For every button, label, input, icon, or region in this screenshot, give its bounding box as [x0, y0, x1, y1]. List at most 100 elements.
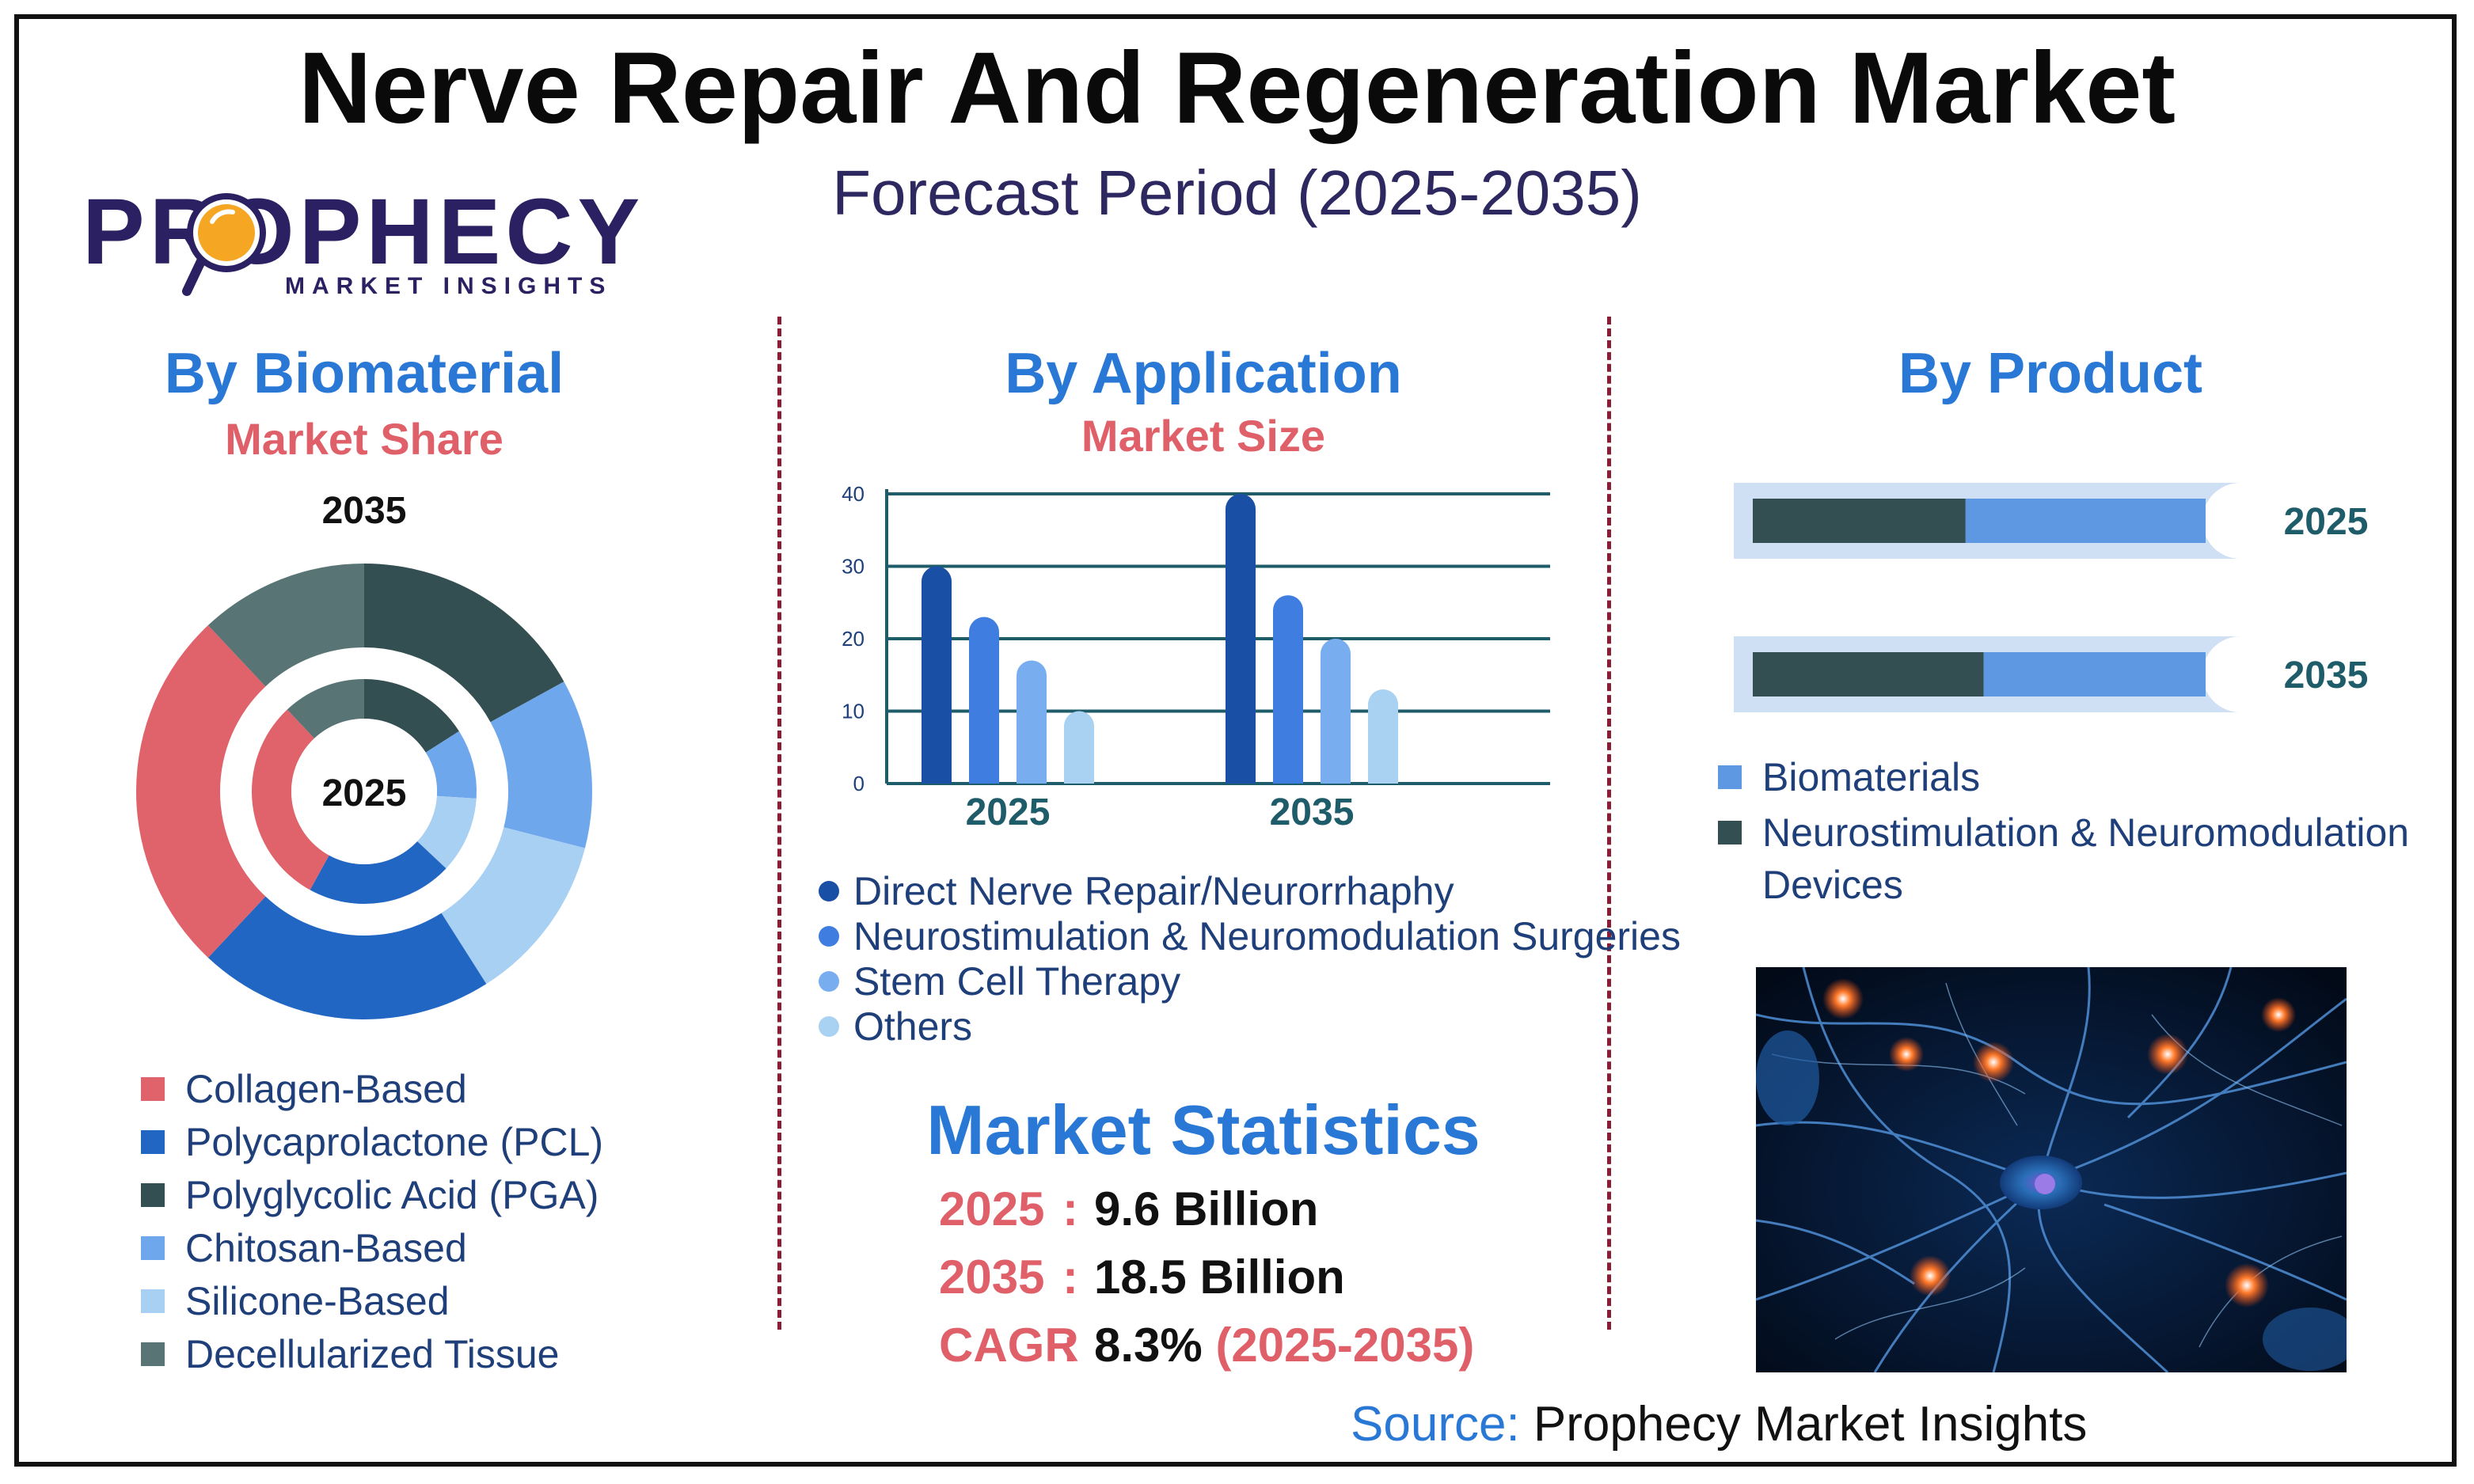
donut-slice-2035	[207, 896, 487, 1019]
legend-label: Decellularized Tissue	[185, 1332, 560, 1376]
page-title: Nerve Repair And Regeneration Market	[298, 32, 2176, 145]
product-legend-item: Neurostimulation & Neuromodulation	[1718, 809, 2409, 856]
section-divider-left	[777, 317, 781, 1330]
legend-dot	[819, 1016, 839, 1037]
stat-row-2035: 2035:18.5 Billion	[939, 1249, 1345, 1306]
donut-slice-2035	[490, 681, 592, 848]
biomaterial-legend-item: Silicone-Based	[141, 1277, 450, 1325]
bar-2025-series-2	[969, 617, 999, 784]
bar-2025-series-4	[1064, 711, 1094, 784]
legend-label: Chitosan-Based	[185, 1226, 467, 1270]
legend-label: Polyglycolic Acid (PGA)	[185, 1173, 599, 1217]
legend-label: Direct Nerve Repair/Neurorrhaphy	[853, 869, 1454, 913]
stat-colon: :	[1062, 1182, 1078, 1235]
biomaterial-title: By Biomaterial	[164, 342, 564, 405]
bar-segment-biomaterials-2035	[1983, 652, 2206, 696]
y-tick-label: 0	[853, 772, 865, 795]
application-legend-item: Direct Nerve Repair/Neurorrhaphy	[819, 867, 1454, 915]
neuron-network-image	[1756, 967, 2347, 1372]
application-bar-chart: 0 10 20 30 40 2025 2035	[842, 482, 1550, 833]
x-category-label: 2025	[966, 791, 1051, 833]
bar-year-label: 2025	[2284, 501, 2369, 543]
donut-center	[291, 719, 437, 864]
section-divider-right	[1607, 317, 1611, 1330]
legend-label: Others	[853, 1004, 973, 1049]
legend-swatch	[141, 1289, 165, 1313]
stat-value: 8.3%	[1094, 1319, 1203, 1372]
market-statistics-title: Market Statistics	[926, 1091, 1480, 1169]
bar-2035-series-3	[1321, 639, 1351, 784]
page-subtitle: Forecast Period (2025-2035)	[832, 158, 1642, 228]
chart-bars	[922, 494, 1398, 784]
donut-slice-2025	[425, 731, 477, 799]
stat-row-cagr: CAGR: 8.3% (2025-2035)	[939, 1317, 1474, 1374]
legend-swatch	[141, 1183, 165, 1207]
donut-inner-year-label: 2025	[322, 772, 407, 814]
y-tick-label: 10	[842, 700, 865, 723]
stat-key: 2025	[939, 1182, 1045, 1235]
legend-label: Neurostimulation & Neuromodulation Surge…	[853, 914, 1681, 958]
infographic-frame	[14, 14, 2457, 1467]
donut-slice-2035	[136, 625, 266, 958]
donut-slice-2025	[364, 679, 459, 753]
legend-label: Collagen-Based	[185, 1067, 467, 1111]
application-legend-item: Stem Cell Therapy	[819, 958, 1180, 1005]
legend-swatch	[141, 1236, 165, 1260]
biomaterial-legend-item: Polycaprolactone (PCL)	[141, 1118, 603, 1166]
magnifier-logo-icon	[182, 193, 266, 296]
product-stacked-bar-chart: 2025 2035	[1734, 483, 2368, 712]
source-value: Prophecy Market Insights	[1533, 1397, 2088, 1452]
application-title: By Application	[1005, 342, 1402, 405]
legend-label: Polycaprolactone (PCL)	[185, 1120, 604, 1164]
donut-slice-2035	[441, 827, 585, 985]
stat-period: (2025-2035)	[1215, 1319, 1475, 1372]
legend-label: Silicone-Based	[185, 1279, 450, 1323]
bar-2035-series-2	[1273, 595, 1303, 784]
legend-label-continued: Devices	[1762, 863, 1903, 907]
bar-segment-devices-2025	[1753, 499, 1966, 543]
donut-outer-year-label: 2035	[321, 490, 407, 532]
donut-slice-2025	[310, 841, 447, 904]
chart-labels: 0 10 20 30 40 2025 2035	[842, 482, 1354, 833]
biomaterial-legend-item: Chitosan-Based	[141, 1224, 467, 1272]
source-label: Source:	[1351, 1397, 1520, 1452]
donut-slice-2035	[207, 564, 364, 687]
bar-segment-biomaterials-2025	[1965, 499, 2206, 543]
x-category-label: 2035	[1270, 791, 1355, 833]
legend-dot	[819, 971, 839, 992]
legend-label: Stem Cell Therapy	[853, 959, 1181, 1004]
logo-wordmark: PROPHECY	[82, 180, 645, 284]
legend-label: Biomaterials	[1762, 755, 1981, 799]
biomaterial-legend-item: Decellularized Tissue	[141, 1330, 559, 1378]
legend-swatch	[141, 1342, 165, 1366]
application-legend-item: Neurostimulation & Neuromodulation Surge…	[819, 913, 1681, 960]
application-legend-item: Others	[819, 1003, 972, 1050]
donut-slice-2035	[364, 564, 564, 723]
bar-2025-series-1	[922, 566, 952, 784]
product-title: By Product	[1898, 342, 2203, 405]
bar-year-label: 2035	[2284, 655, 2369, 696]
application-subtitle: Market Size	[1081, 411, 1326, 461]
legend-label: Neurostimulation & Neuromodulation	[1762, 810, 2410, 855]
legend-swatch	[1718, 765, 1742, 789]
product-bars: 2025 2035	[1734, 483, 2368, 712]
biomaterial-donut-chart: 2025	[136, 564, 592, 1019]
stat-colon: :	[1062, 1319, 1078, 1372]
biomaterial-subtitle: Market Share	[225, 414, 504, 464]
donut-outer-ring	[136, 564, 592, 1019]
biomaterial-legend-item: Collagen-Based	[141, 1065, 467, 1113]
stat-value: 18.5 Billion	[1094, 1251, 1345, 1304]
biomaterial-legend-item: Polyglycolic Acid (PGA)	[141, 1171, 599, 1219]
stat-key: CAGR	[939, 1319, 1079, 1372]
stat-row-2025: 2025:9.6 Billion	[939, 1181, 1318, 1238]
logo-tagline: MARKET INSIGHTS	[285, 273, 613, 299]
donut-inner-ring	[252, 679, 477, 904]
stat-key: 2035	[939, 1251, 1045, 1304]
legend-swatch	[141, 1077, 165, 1101]
bar-2025-series-3	[1017, 660, 1047, 784]
stat-colon: :	[1062, 1251, 1078, 1304]
donut-slice-2025	[287, 679, 364, 738]
bar-2035-series-1	[1226, 494, 1256, 784]
donut-slice-2025	[252, 709, 329, 890]
product-legend-item: Biomaterials	[1718, 753, 1980, 801]
